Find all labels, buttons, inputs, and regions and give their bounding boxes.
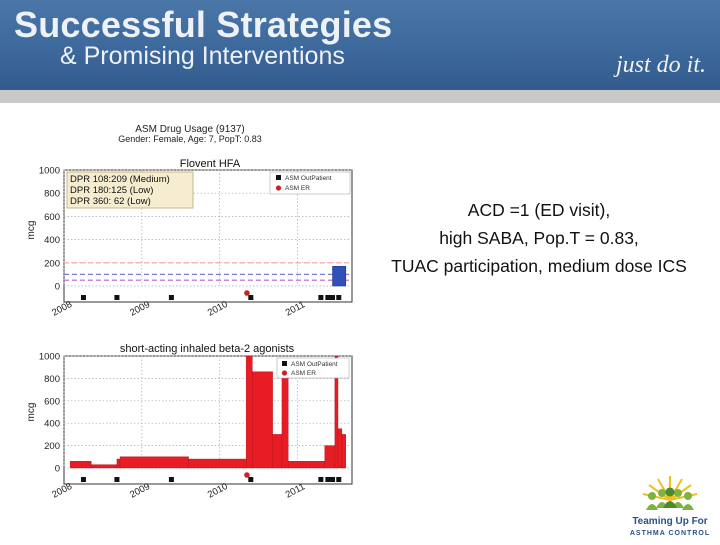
flovent-chart-title: Flovent HFA <box>180 158 241 170</box>
er-marker <box>244 290 250 296</box>
saba-usage-step <box>281 371 289 469</box>
y-tick-label: 0 <box>55 464 60 475</box>
y-tick-label: 1000 <box>39 352 60 363</box>
caption-line: ACD =1 (ED visit), <box>467 200 611 220</box>
drug-usage-charts: ASM Drug Usage (9137) Gender: Female, Ag… <box>26 124 353 501</box>
sunburst-people-icon: Teaming Up For ASTHMA CONTROL <box>630 476 710 537</box>
outpatient-marker <box>318 295 324 300</box>
drug-usage-figure: ASM Drug Usage (9137) Gender: Female, Ag… <box>0 104 360 524</box>
caption-line: TUAC participation, medium dose ICS <box>391 256 687 276</box>
outpatient-marker <box>168 477 174 482</box>
outpatient-marker <box>336 295 342 300</box>
saba-y-axis-label: mcg <box>26 403 37 422</box>
outpatient-marker <box>330 295 336 300</box>
saba-usage-step <box>116 458 121 469</box>
slide-header: Successful Strategies & Promising Interv… <box>0 0 720 90</box>
outpatient-marker <box>248 295 254 300</box>
dpr-annotation: DPR 108:209 (Medium) <box>70 174 170 185</box>
dpr-annotation: DPR 180:125 (Low) <box>70 185 153 196</box>
y-tick-label: 800 <box>44 189 60 200</box>
slide-title: Successful Strategies <box>14 4 393 45</box>
outpatient-marker <box>168 295 174 300</box>
y-tick-label: 1000 <box>39 166 60 177</box>
outpatient-marker <box>114 295 120 300</box>
saba-usage-step <box>188 458 247 469</box>
case-caption: ACD =1 (ED visit), high SABA, Pop.T = 0.… <box>362 196 716 280</box>
figure-subtitle: Gender: Female, Age: 7, PopT: 0.83 <box>118 134 262 144</box>
logo-text: Teaming Up For <box>632 516 707 527</box>
y-tick-label: 200 <box>44 258 60 269</box>
saba-usage-step <box>341 434 346 469</box>
slide-subtitle: & Promising Interventions <box>60 42 345 70</box>
y-tick-label: 600 <box>44 396 60 407</box>
flovent-y-axis-label: mcg <box>26 221 37 240</box>
y-tick-label: 0 <box>55 282 60 293</box>
outpatient-marker <box>325 477 331 482</box>
saba-chart-title: short-acting inhaled beta-2 agonists <box>120 343 295 355</box>
y-tick-label: 800 <box>44 374 60 385</box>
saba-usage-step <box>334 355 339 469</box>
er-marker <box>244 472 250 478</box>
outpatient-marker <box>330 477 336 482</box>
saba-usage-step <box>287 461 325 469</box>
outpatient-marker <box>80 477 86 482</box>
tagline: just do it. <box>615 52 706 78</box>
outpatient-marker <box>318 477 324 482</box>
flovent-legend: ASM OutPatient ASM ER <box>269 171 351 195</box>
figure-top-text: ASM Drug Usage (9137) <box>135 124 245 135</box>
saba-usage-step <box>337 428 343 469</box>
saba-usage-step <box>91 464 118 469</box>
outpatient-marker <box>248 477 254 482</box>
dpr-annotation: DPR 360: 62 (Low) <box>70 196 151 207</box>
outpatient-marker <box>336 477 342 482</box>
legend-outpatient: ASM OutPatient <box>291 361 338 368</box>
outpatient-marker <box>325 295 331 300</box>
saba-legend: ASM OutPatient ASM ER <box>276 357 350 379</box>
flovent-bar <box>332 265 347 287</box>
saba-usage-step <box>70 461 92 469</box>
legend-outpatient: ASM OutPatient <box>285 175 332 182</box>
legend-er: ASM ER <box>285 185 310 192</box>
outpatient-marker <box>80 295 86 300</box>
saba-usage-step <box>252 371 273 469</box>
y-tick-label: 200 <box>44 441 60 452</box>
saba-usage-step <box>119 456 189 469</box>
y-tick-label: 400 <box>44 419 60 430</box>
flovent-annotation-box: DPR 108:209 (Medium) DPR 180:125 (Low) D… <box>66 171 194 209</box>
legend-er: ASM ER <box>291 370 316 377</box>
logo-subtext: ASTHMA CONTROL <box>630 530 710 537</box>
saba-usage-step <box>324 445 336 469</box>
y-tick-label: 600 <box>44 212 60 223</box>
header-divider <box>0 90 720 103</box>
saba-usage-step <box>272 434 283 469</box>
saba-usage-step <box>245 355 253 469</box>
outpatient-marker <box>114 477 120 482</box>
saba-chart: short-acting inhaled beta-2 agonists mcg… <box>26 343 353 501</box>
caption-line: high SABA, Pop.T = 0.83, <box>439 228 639 248</box>
teaming-up-logo: Teaming Up For ASTHMA CONTROL <box>622 474 718 540</box>
y-tick-label: 400 <box>44 235 60 246</box>
